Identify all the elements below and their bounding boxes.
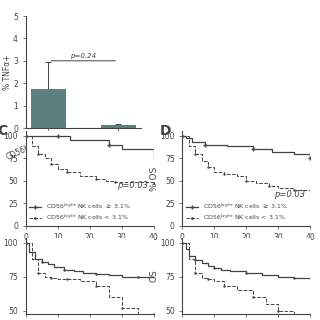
Text: C: C [0,124,8,138]
Text: p=0.03: p=0.03 [274,190,305,199]
Bar [101,125,136,128]
Legend: CD56$^{brght}$ NK cells $\geq$ 3.1%, CD56$^{brght}$ NK cells < 3.1%: CD56$^{brght}$ NK cells $\geq$ 3.1%, CD5… [29,202,132,222]
Text: D: D [159,124,171,138]
Legend: CD56$^{brght}$ NK cells $\geq$ 3.1%, CD56$^{brght}$ NK cells < 3.1%: CD56$^{brght}$ NK cells $\geq$ 3.1%, CD5… [186,202,288,222]
Y-axis label: CSS: CSS [0,267,2,285]
Y-axis label: % OS: % OS [150,166,159,190]
Text: p=0.24: p=0.24 [70,52,96,59]
Y-axis label: % CSS: % CSS [0,164,2,193]
Text: p=0.03: p=0.03 [117,181,148,190]
Y-axis label: % TNFα+: % TNFα+ [3,54,12,90]
Bar [31,89,66,128]
Y-axis label: OS: OS [150,270,159,282]
